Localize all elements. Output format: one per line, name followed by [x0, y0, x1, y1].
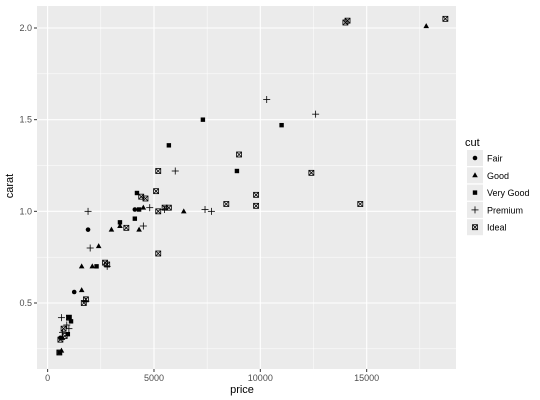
data-point-ideal [138, 193, 145, 200]
legend-item-very-good: Very Good [467, 184, 530, 201]
data-point-premium [65, 325, 73, 333]
data-point-premium [207, 207, 215, 215]
y-tick-label: 2.0 [19, 23, 32, 33]
legend-item-good: Good [467, 167, 509, 184]
data-point-premium [84, 207, 92, 215]
legend-item-premium: Premium [467, 201, 523, 218]
data-point-premium [57, 314, 65, 322]
data-point-fair [85, 227, 91, 232]
data-point-ideal [57, 336, 64, 343]
x-tick-label: 10000 [248, 373, 273, 383]
data-point-ideal [104, 261, 111, 268]
data-point-premium [201, 206, 209, 213]
legend-label-ideal: Ideal [487, 223, 507, 233]
legend-item-ideal: Ideal [467, 219, 507, 236]
legend-label-fair: Fair [487, 154, 503, 164]
data-point-good [136, 226, 142, 232]
data-point-very-good [68, 319, 74, 324]
data-point-ideal [442, 15, 449, 22]
data-point-fair [132, 207, 138, 212]
legend-label-very-good: Very Good [487, 188, 530, 198]
legend-label-good: Good [487, 171, 509, 181]
data-point-very-good [65, 331, 71, 337]
data-point-very-good [136, 207, 142, 212]
data-point-very-good [166, 143, 172, 148]
data-point-premium [63, 321, 71, 329]
data-point-ideal [236, 151, 242, 158]
legend-key-very-good [472, 190, 478, 195]
legend-key-ideal [472, 224, 478, 231]
legend-key-fair [472, 155, 478, 161]
data-point-good [95, 243, 102, 249]
data-point-good [89, 263, 96, 269]
data-point-very-good [117, 220, 123, 225]
data-point-ideal [155, 168, 162, 174]
data-point-ideal [60, 325, 67, 332]
data-point-ideal [308, 169, 315, 176]
data-point-premium [171, 167, 179, 175]
legend: cut Fair Good Very Good Premium Ideal [465, 137, 530, 236]
y-tick-label: 0.5 [19, 298, 32, 308]
data-point-very-good [234, 168, 240, 174]
plot-panel [37, 6, 456, 369]
data-point-ideal [80, 300, 87, 306]
data-point-good [423, 23, 430, 29]
data-point-premium [146, 204, 154, 212]
x-tick-label: 0 [45, 373, 50, 383]
legend-key-good [472, 172, 478, 178]
data-point-good [78, 287, 85, 293]
data-point-ideal [357, 201, 364, 207]
legend-label-premium: Premium [487, 205, 523, 215]
data-point-ideal [56, 349, 63, 356]
data-point-very-good [134, 190, 140, 196]
y-tick-label: 1.5 [19, 115, 32, 125]
data-point-ideal [153, 188, 160, 195]
legend-item-fair: Fair [467, 150, 503, 166]
y-axis-title: carat [4, 174, 16, 198]
data-point-ideal [123, 224, 130, 231]
data-point-ideal [223, 201, 230, 207]
data-point-premium [86, 244, 94, 252]
data-point-good [108, 226, 115, 232]
data-point-ideal [253, 202, 259, 209]
data-point-ideal [155, 250, 162, 257]
data-point-ideal [253, 191, 259, 198]
data-point-very-good [94, 264, 99, 269]
legend-key-premium [471, 206, 479, 214]
legend-title: cut [465, 137, 480, 149]
data-point-ideal [61, 333, 68, 339]
data-point-very-good [200, 117, 206, 122]
data-point-good [117, 223, 123, 228]
data-point-premium [139, 222, 147, 230]
data-point-good [140, 204, 147, 210]
x-tick-label: 15000 [354, 373, 379, 383]
data-point-good [78, 263, 85, 269]
x-tick-label: 5000 [144, 373, 164, 383]
y-tick-label: 1.0 [19, 206, 32, 216]
data-point-very-good [132, 216, 138, 221]
data-point-ideal [165, 204, 172, 211]
x-axis-title: price [230, 384, 254, 396]
data-point-very-good [279, 122, 284, 128]
data-point-good [180, 208, 187, 214]
data-point-premium [263, 96, 271, 103]
data-point-ideal [66, 314, 72, 321]
data-point-fair [71, 289, 77, 295]
data-point-ideal [155, 208, 162, 215]
data-point-ideal [342, 19, 349, 26]
data-point-premium [312, 110, 320, 118]
